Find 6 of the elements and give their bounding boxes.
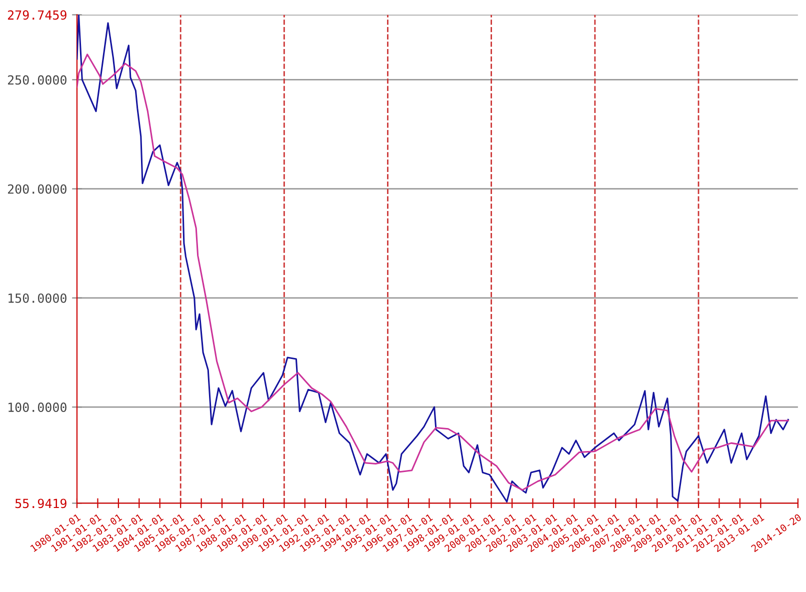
- y-tick-label: 200.0000: [8, 184, 66, 194]
- y-tick-label: 100.0000: [8, 402, 66, 412]
- y-tick-label: 279.7459: [8, 10, 66, 20]
- y-tick-label: 150.0000: [8, 293, 66, 303]
- y-tick-label: 250.0000: [8, 75, 66, 85]
- y-tick-label: 55.9419: [15, 498, 66, 508]
